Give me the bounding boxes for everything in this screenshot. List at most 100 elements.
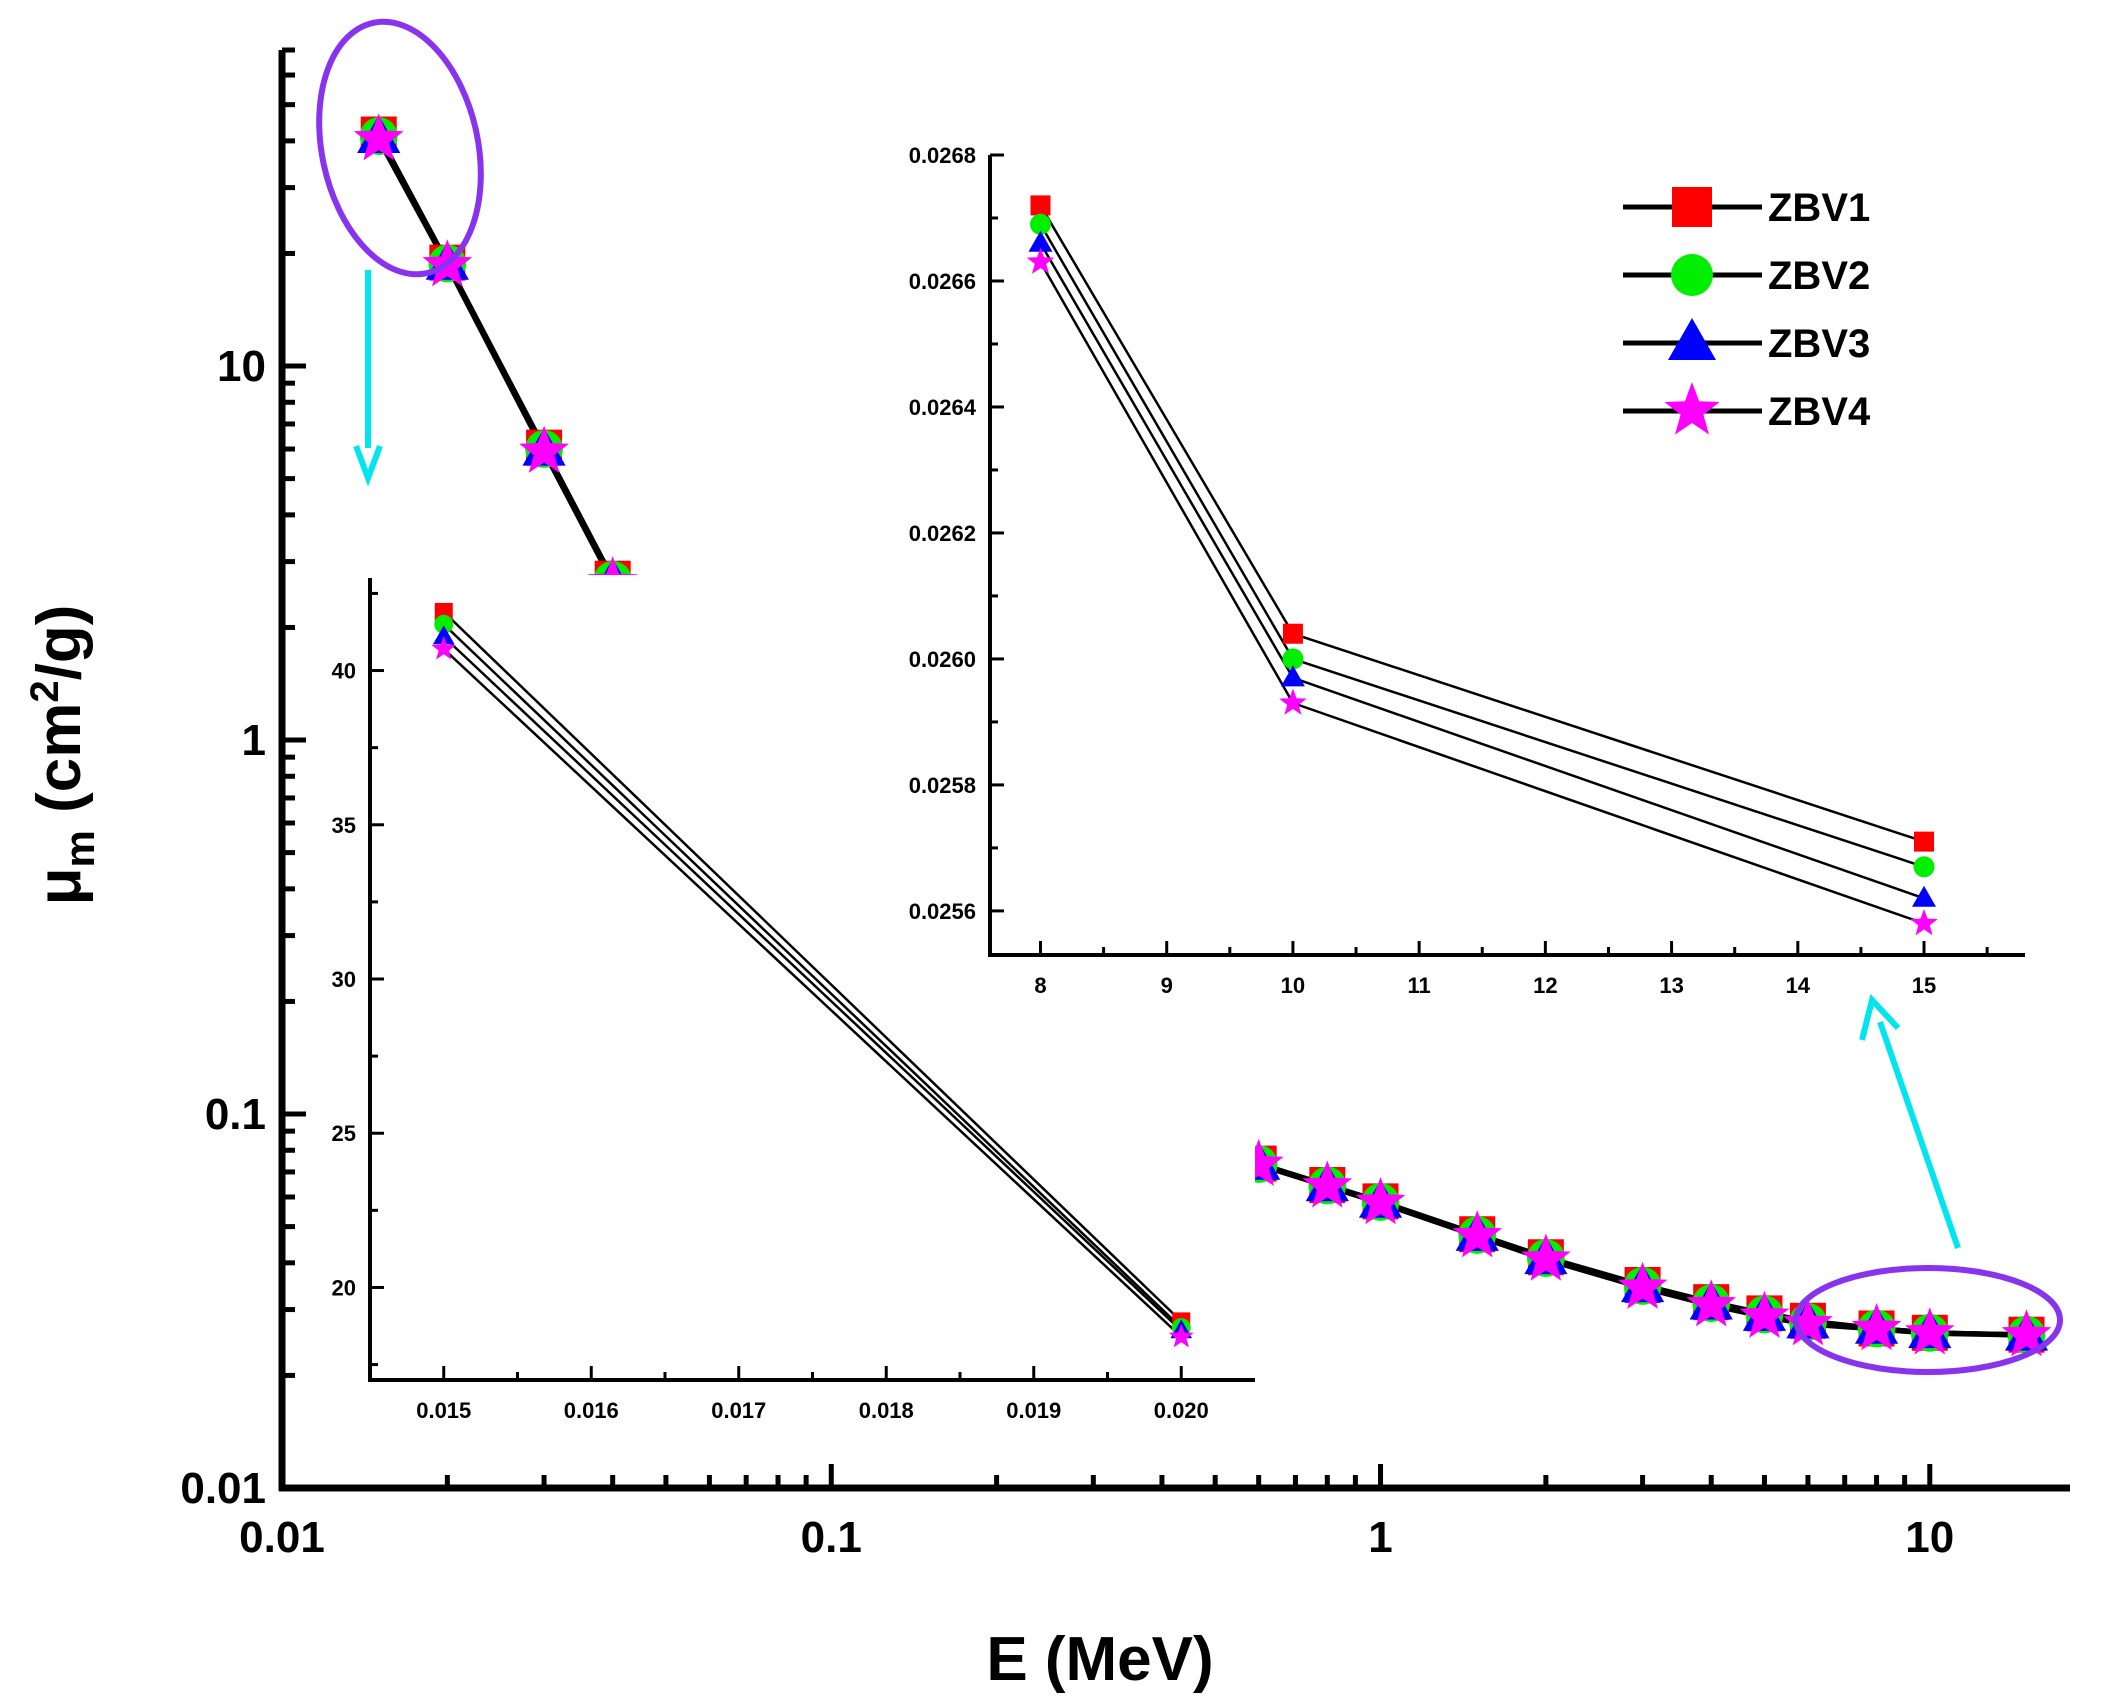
inset-y-tick-label: 20: [332, 1275, 356, 1300]
legend-label-zbv1: ZBV1: [1768, 186, 1870, 230]
arrow-to-high-energy-inset: [1859, 993, 1961, 1249]
inset-low-energy-lines: [442, 610, 1183, 1338]
legend-marker-zbv3: [1668, 318, 1716, 360]
legend-marker-zbv1: [1672, 187, 1712, 227]
inset-x-tick-label: 15: [1912, 973, 1936, 998]
inset-y-tick-label: 0.0260: [909, 647, 976, 672]
y-axis-title: μm (cm2/g): [23, 605, 103, 906]
arrow-head: [353, 444, 383, 487]
inset-y-tick-label: 40: [332, 659, 356, 684]
inset-data-point-zbv1: [1030, 195, 1051, 216]
inset-series-line-zbv2: [442, 623, 1183, 1329]
inset-data-point-zbv3: [1912, 885, 1937, 907]
inset-y-tick-label: 0.0268: [909, 143, 976, 168]
inset-data-point-zbv2: [434, 614, 454, 634]
data-point-zbv4: [2001, 1309, 2052, 1357]
y-axis-title-mu: μ: [25, 867, 94, 905]
inset-y-tick-label: 35: [332, 813, 356, 838]
inset-y-tick-label: 0.0262: [909, 521, 976, 546]
y-axis-title-sub: m: [56, 830, 103, 867]
data-point-zbv4: [1355, 1177, 1406, 1225]
inset-data-point-zbv3: [1280, 665, 1305, 687]
x-tick-label: 0.01: [239, 1513, 325, 1562]
inset-data-point-zbv4: [1168, 1323, 1194, 1348]
legend-label-zbv3: ZBV3: [1768, 322, 1870, 366]
legend-marker-zbv4: [1664, 382, 1720, 435]
highlight-ellipse-high-energy: [1793, 1265, 2063, 1375]
data-point-zbv4: [1233, 1138, 1284, 1186]
inset-series-line-zbv4: [442, 647, 1183, 1338]
inset-x-tick-label: 0.019: [1006, 1398, 1061, 1423]
x-tick-label: 1: [1368, 1513, 1392, 1562]
data-point-zbv4: [519, 425, 569, 473]
data-point-zbv4: [1452, 1210, 1503, 1258]
data-point-zbv4: [1783, 1298, 1833, 1346]
y-axis-title-sup: 2: [23, 680, 67, 702]
data-point-zbv4: [1302, 1160, 1353, 1208]
data-point-zbv4: [1617, 1261, 1668, 1309]
y-tick-label: 0.1: [205, 1090, 266, 1139]
data-point-zbv4: [353, 113, 404, 161]
inset-x-tick-label: 0.017: [711, 1398, 766, 1423]
x-axis-title: E (MeV): [986, 1625, 1213, 1694]
inset-x-tick-label: 0.020: [1154, 1398, 1209, 1423]
inset-data-point-zbv1: [1914, 831, 1935, 852]
x-tick-label: 10: [1905, 1513, 1954, 1562]
inset-high-energy-axes: 8 9 10 11 12 13 14 15 0.0256 0.0258 0.0260 0.0262 0.…: [909, 143, 2025, 998]
arrow-head: [1859, 993, 1901, 1041]
inset-y-tick-label: 30: [332, 967, 356, 992]
inset-x-tick-label: 10: [1281, 973, 1305, 998]
inset-high-energy-markers: [1026, 195, 1938, 936]
legend-label-zbv2: ZBV2: [1768, 254, 1870, 298]
inset-y-tick-label: 25: [332, 1121, 356, 1146]
arrow-to-low-energy-inset: [353, 270, 383, 487]
inset-low-energy-axes: 0.015 0.016 0.017 0.018 0.019 0.020 20 25 30 35 40: [332, 578, 1255, 1423]
inset-x-tick-label: 0.015: [416, 1398, 471, 1423]
inset-y-tick-label: 0.0264: [909, 395, 977, 420]
x-tick-label: 0.1: [801, 1513, 862, 1562]
inset-data-point-zbv4: [1026, 247, 1055, 274]
inset-series-line-zbv1: [442, 610, 1183, 1323]
inset-data-point-zbv4: [1279, 688, 1307, 715]
inset-data-point-zbv4: [431, 635, 457, 660]
data-point-zbv4: [1905, 1307, 1955, 1355]
inset-data-point-zbv1: [1282, 623, 1303, 644]
inset-high-energy: 8 9 10 11 12 13 14 15 0.0256 0.0258 0.0260 0.0262 0.…: [880, 143, 2030, 1000]
inset-x-tick-label: 0.018: [859, 1398, 914, 1423]
inset-y-tick-label: 0.0258: [909, 773, 976, 798]
inset-y-tick-label: 0.0266: [909, 269, 976, 294]
legend-marker-zbv2: [1671, 254, 1713, 296]
y-tick-label: 10: [217, 342, 266, 391]
inset-low-energy-markers: [431, 602, 1194, 1348]
inset-x-tick-label: 14: [1786, 973, 1811, 998]
data-point-zbv4: [1739, 1290, 1790, 1338]
inset-x-tick-label: 12: [1533, 973, 1557, 998]
inset-data-point-zbv2: [1282, 648, 1304, 670]
data-point-zbv4: [1851, 1303, 1902, 1351]
highlight-ellipse-low-energy: [316, 18, 484, 278]
inset-y-tick-label: 0.0256: [909, 899, 976, 924]
annotations: [316, 18, 2063, 1375]
data-point-zbv4: [1521, 1233, 1571, 1281]
data-point-zbv4: [1686, 1279, 1736, 1327]
legend: ZBV1 ZBV2 ZBV3 ZBV4: [1623, 186, 1871, 435]
y-axis-title-unit: (cm: [25, 703, 94, 830]
inset-x-tick-label: 0.016: [564, 1398, 619, 1423]
inset-series-line-zbv3: [442, 635, 1183, 1332]
y-axis-title-unit-end: /g): [25, 605, 94, 681]
arrow-shaft: [1877, 1021, 1961, 1249]
inset-data-point-zbv2: [1029, 213, 1051, 235]
legend-label-zbv4: ZBV4: [1768, 390, 1871, 434]
inset-x-tick-label: 9: [1161, 973, 1173, 998]
inset-x-tick-label: 8: [1034, 973, 1046, 998]
inset-x-tick-label: 11: [1408, 973, 1431, 998]
y-tick-label: 0.01: [180, 1464, 266, 1513]
inset-x-tick-label: 13: [1659, 973, 1683, 998]
inset-data-point-zbv3: [1028, 230, 1053, 252]
inset-high-energy-background: [880, 150, 2030, 1000]
y-tick-label: 1: [242, 716, 266, 765]
inset-data-point-zbv2: [1913, 856, 1935, 878]
inset-data-point-zbv4: [1910, 909, 1938, 936]
inset-data-point-zbv3: [432, 625, 455, 645]
